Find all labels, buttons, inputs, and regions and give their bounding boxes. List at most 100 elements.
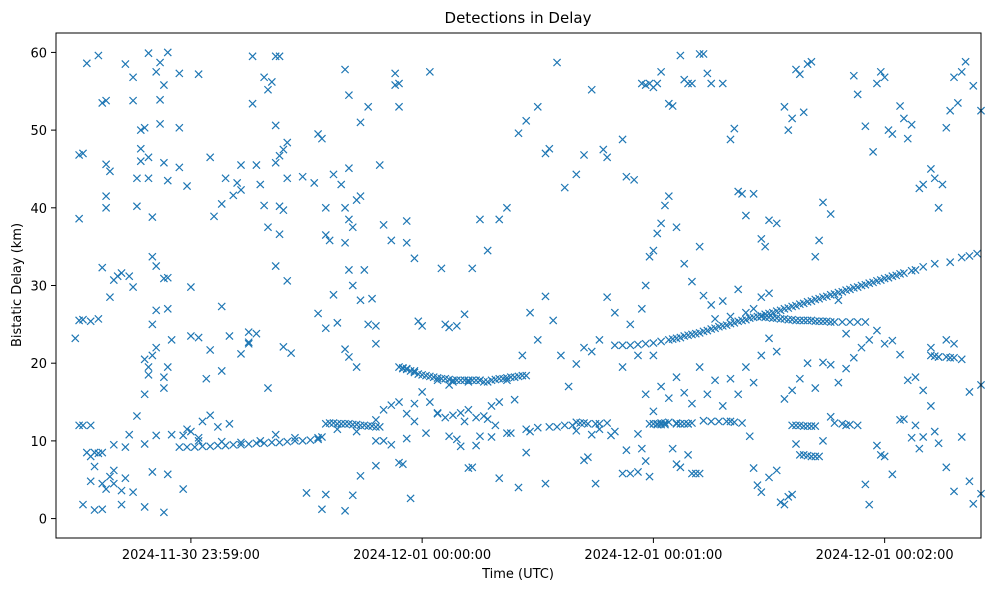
data-point <box>225 331 234 341</box>
data-point <box>526 427 535 436</box>
data-point <box>707 417 716 426</box>
data-point <box>186 427 195 436</box>
data-point <box>776 498 785 507</box>
data-point <box>842 329 851 338</box>
y-tick-label: 10 <box>30 435 47 450</box>
data-point <box>572 170 581 179</box>
data-point <box>811 384 820 393</box>
data-point <box>163 363 172 372</box>
data-point <box>680 388 689 397</box>
data-point <box>410 417 419 426</box>
data-point <box>764 473 774 482</box>
data-point <box>587 347 596 356</box>
data-point <box>198 417 207 426</box>
data-point <box>479 411 488 421</box>
data-point <box>352 427 361 436</box>
data-point <box>179 431 188 440</box>
data-point <box>826 360 835 369</box>
data-point <box>402 216 411 226</box>
data-point <box>730 418 739 427</box>
data-point <box>375 161 384 170</box>
data-point <box>344 352 353 362</box>
data-point <box>341 203 350 212</box>
data-point <box>899 415 908 424</box>
data-point <box>664 99 673 108</box>
data-point <box>495 374 504 383</box>
data-point <box>799 316 808 325</box>
data-point <box>460 310 469 319</box>
data-point <box>148 213 157 222</box>
data-point <box>333 318 342 327</box>
data-point <box>159 158 168 167</box>
y-tick-label: 0 <box>39 513 47 528</box>
data-point <box>949 353 959 362</box>
data-point <box>764 289 774 298</box>
data-point <box>749 464 758 473</box>
data-point <box>325 418 334 428</box>
data-point <box>136 157 145 166</box>
data-point <box>803 422 812 431</box>
data-point <box>899 269 908 278</box>
data-point <box>306 436 315 445</box>
data-point <box>522 425 531 434</box>
data-point <box>140 123 149 132</box>
data-point <box>818 436 828 445</box>
data-point <box>159 508 168 517</box>
data-point <box>780 500 789 509</box>
data-point <box>221 174 230 183</box>
data-point <box>888 129 897 139</box>
data-point <box>749 189 758 198</box>
data-point <box>811 252 820 261</box>
data-point <box>826 317 835 327</box>
data-point <box>745 432 754 441</box>
data-point <box>275 438 284 447</box>
data-point <box>163 48 172 57</box>
data-point <box>564 382 573 391</box>
data-point <box>105 293 114 302</box>
data-point <box>221 441 230 450</box>
data-point <box>572 359 581 368</box>
data-point <box>657 382 666 391</box>
data-point <box>610 341 619 350</box>
data-point <box>791 316 801 325</box>
data-point <box>217 366 226 375</box>
data-point <box>479 377 488 386</box>
data-point <box>156 95 165 104</box>
data-point <box>321 203 330 212</box>
data-point <box>664 418 673 427</box>
data-point <box>880 339 889 348</box>
data-point <box>649 407 658 416</box>
data-point <box>263 223 273 232</box>
data-point <box>156 119 165 128</box>
data-point <box>148 351 157 360</box>
y-axis-ticks: 0 10 20 30 40 50 60 <box>30 46 56 528</box>
data-point <box>668 102 677 111</box>
data-point <box>502 429 511 438</box>
data-point <box>687 399 696 408</box>
data-point <box>267 438 276 447</box>
data-point <box>421 429 431 438</box>
data-point <box>618 469 627 478</box>
data-point <box>132 411 141 421</box>
data-point <box>938 180 947 189</box>
data-point <box>861 317 870 327</box>
data-point <box>541 479 550 488</box>
data-point <box>553 58 562 67</box>
data-point <box>213 422 222 431</box>
data-point <box>695 49 704 59</box>
data-point <box>626 320 635 329</box>
data-point <box>545 422 554 431</box>
data-point <box>853 317 862 327</box>
data-point <box>348 420 357 429</box>
data-point <box>144 363 153 372</box>
data-point <box>942 335 951 344</box>
data-point <box>699 416 708 425</box>
data-point <box>926 164 935 173</box>
data-point <box>687 418 696 428</box>
data-point <box>371 415 380 424</box>
data-point <box>795 450 804 459</box>
data-point <box>283 174 292 183</box>
data-point <box>911 373 920 382</box>
data-point <box>834 378 843 387</box>
